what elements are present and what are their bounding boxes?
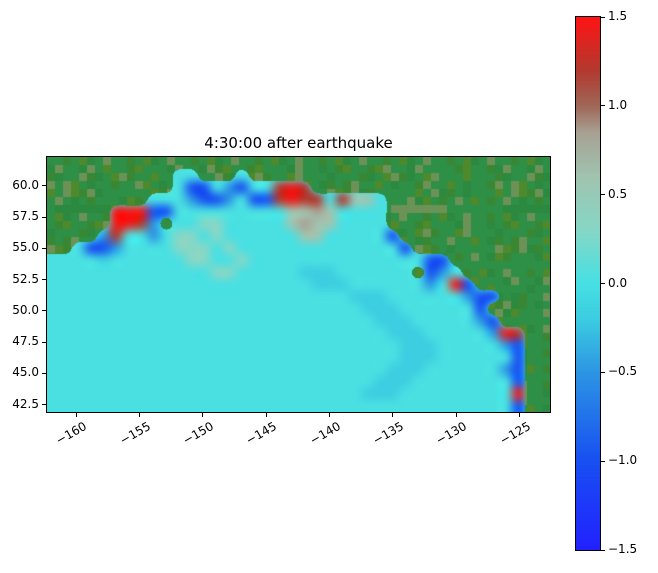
colorbar-tick: [601, 460, 605, 462]
y-tick-label: 42.5: [12, 396, 39, 411]
y-tick-label: 57.5: [12, 209, 39, 223]
plot-title: 4:30:00 after earthquake: [204, 134, 393, 152]
y-tick-label: 52.5: [12, 271, 39, 286]
y-axis-tick: [42, 185, 46, 187]
colorbar-tick-label: −1.5: [608, 542, 638, 556]
colorbar-tick-label: 1.5: [608, 9, 628, 23]
y-axis-tick: [42, 310, 46, 312]
y-axis-tick: [42, 247, 46, 249]
y-tick-label: 45.0: [12, 365, 39, 380]
y-tick-label: 47.5: [12, 334, 39, 348]
y-axis-tick: [42, 404, 46, 405]
colorbar-tick: [601, 371, 605, 373]
x-axis-tick: [329, 413, 331, 417]
colorbar-tick-label: −0.5: [608, 364, 638, 379]
y-axis-tick: [42, 372, 46, 374]
colorbar-tick-label: 1.0: [608, 97, 628, 112]
x-axis-tick: [392, 413, 394, 417]
colorbar-tick: [601, 16, 605, 18]
colorbar-tick: [601, 283, 605, 284]
colorbar-tick: [601, 105, 605, 107]
map-canvas: [46, 156, 551, 413]
colorbar-tick-label: −1.0: [608, 453, 638, 468]
x-tick-label: −125: [436, 419, 533, 448]
y-tick-label: 50.0: [12, 302, 39, 317]
x-axis-tick: [202, 413, 204, 417]
x-axis-tick: [75, 413, 77, 417]
x-axis-tick: [455, 413, 457, 417]
y-axis-tick: [42, 279, 46, 280]
colorbar-tick-label: 0.0: [608, 275, 628, 290]
y-tick-label: 55.0: [12, 240, 39, 255]
colorbar-canvas: [575, 16, 601, 551]
x-axis-tick: [519, 413, 521, 417]
x-tick-label-text: −125: [497, 419, 533, 448]
colorbar-tick: [601, 194, 605, 196]
colorbar-tick-label: 0.5: [608, 186, 628, 201]
x-axis-tick: [265, 413, 267, 417]
x-axis-tick: [138, 413, 140, 417]
y-tick-label: 60.0: [12, 177, 39, 192]
y-axis-tick: [42, 216, 46, 218]
colorbar-tick: [601, 549, 605, 551]
y-axis-tick: [42, 341, 46, 343]
